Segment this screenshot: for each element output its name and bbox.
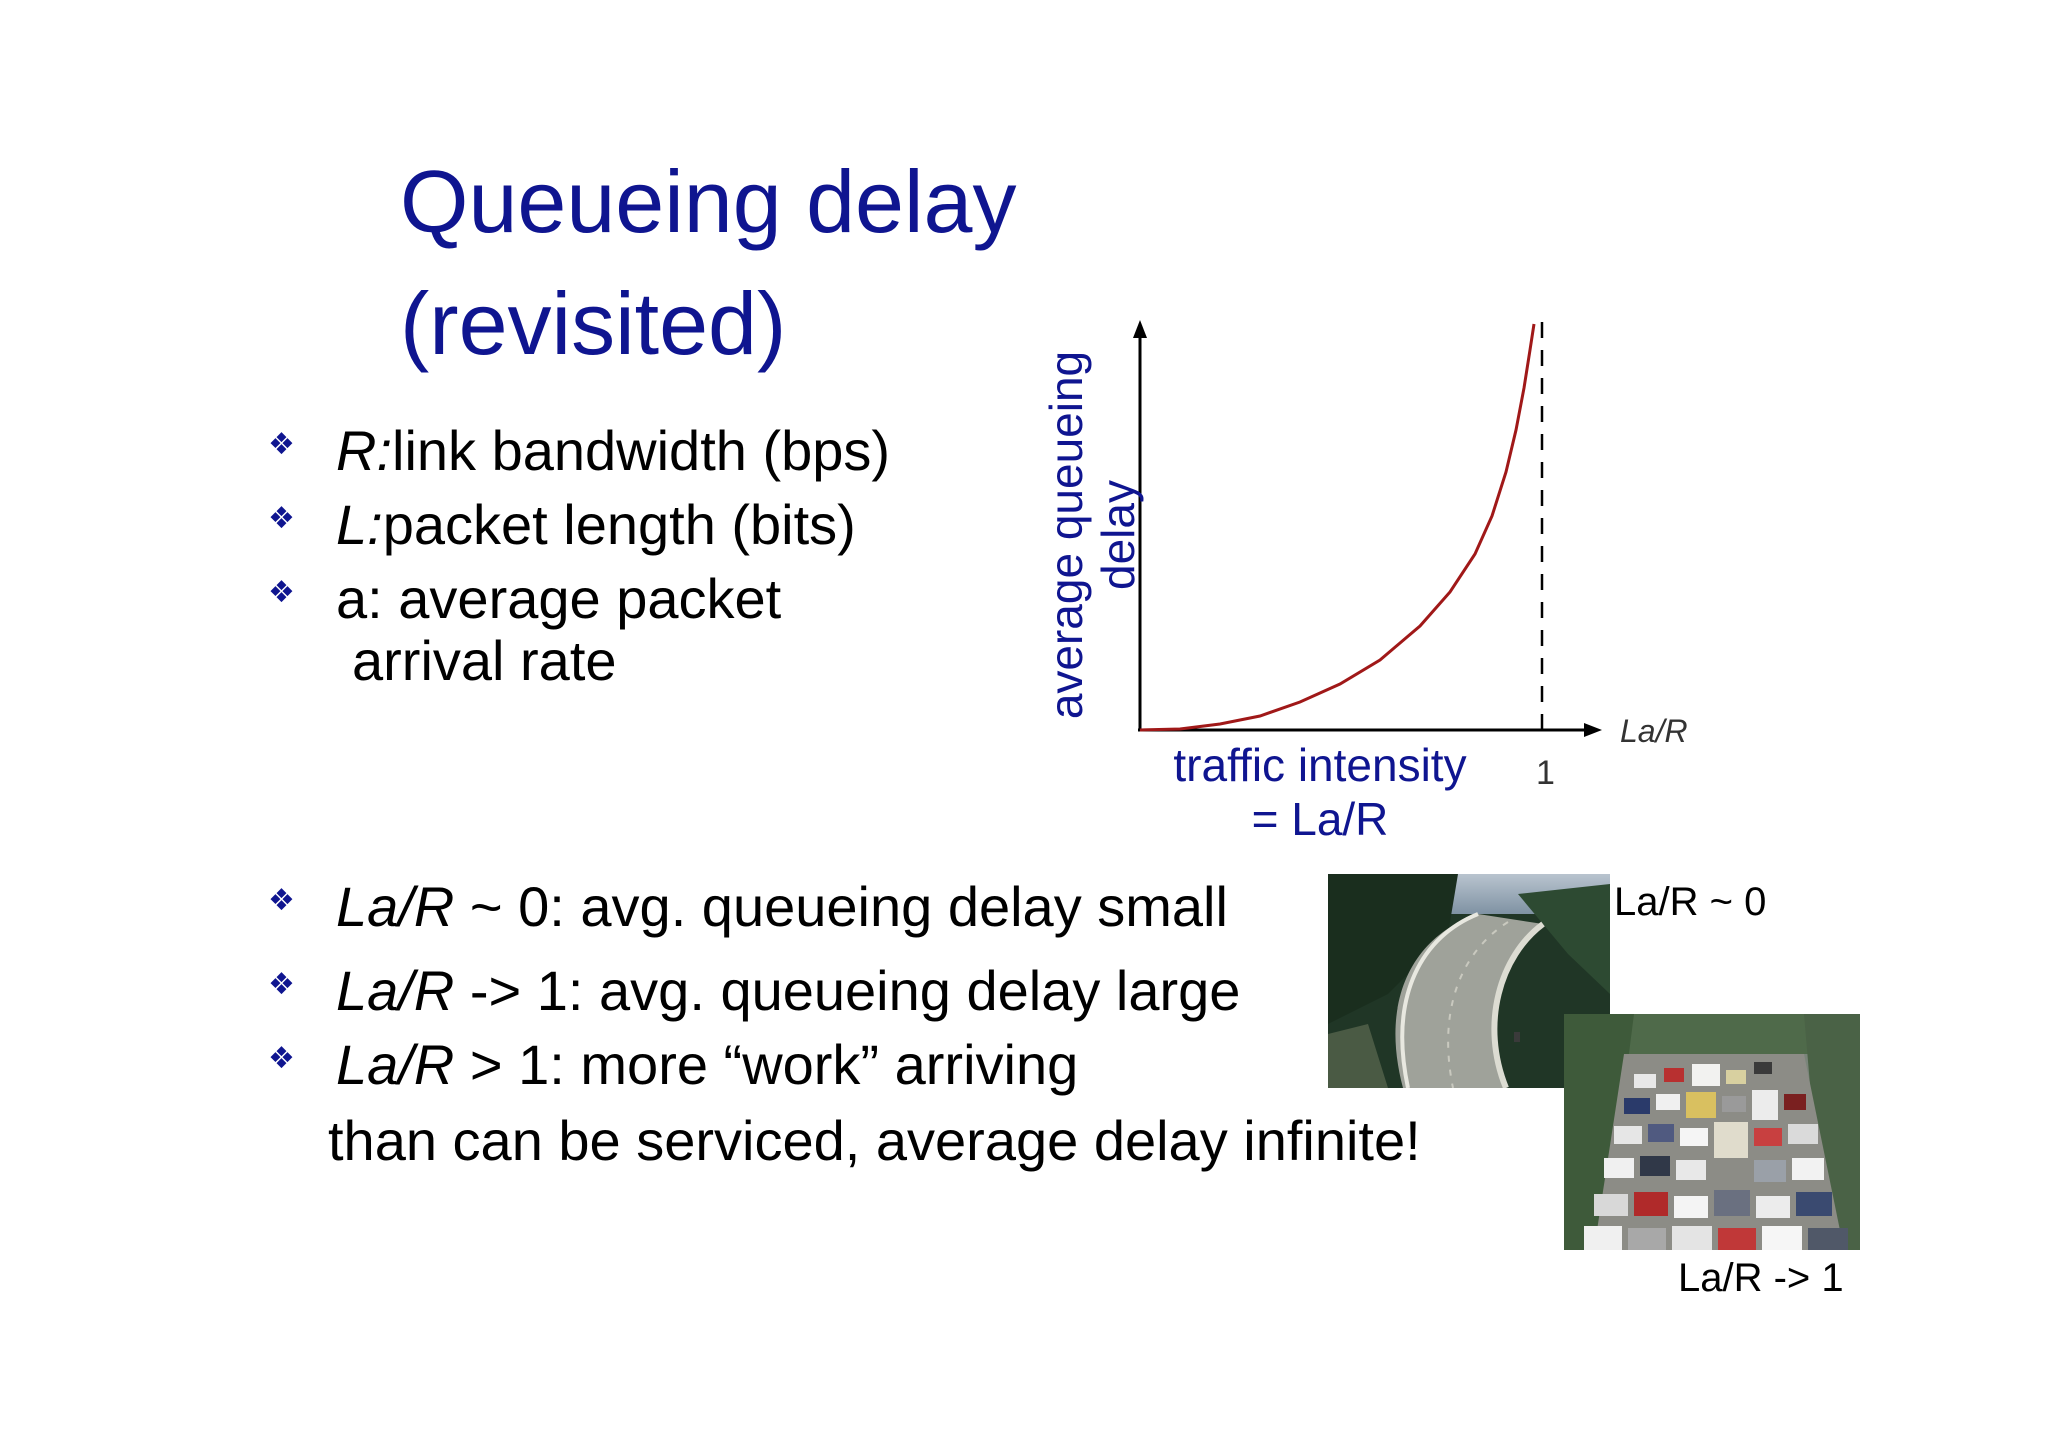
- case-num: 1: [518, 1033, 550, 1096]
- diamond-bullet-icon: ❖: [268, 575, 295, 610]
- x-axis-name: La/R: [1620, 713, 1688, 749]
- y-axis-label-line1: average queueing: [1040, 350, 1092, 720]
- case-num: 1: [536, 959, 568, 1022]
- definition-text: packet length (bits): [382, 493, 856, 556]
- case-rel: ~: [454, 875, 519, 938]
- diamond-bullet-icon: ❖: [268, 883, 295, 918]
- diamond-bullet-icon: ❖: [268, 1041, 295, 1076]
- symbol-a: a: [336, 567, 368, 630]
- case-expr: La/R: [336, 875, 455, 938]
- case-text: : avg. queueing delay small: [549, 875, 1228, 938]
- x-axis-label-line1: traffic intensity: [1173, 739, 1467, 791]
- x-axis-arrow-icon: [1584, 723, 1602, 737]
- y-axis-label-line2: delay: [1092, 480, 1144, 590]
- diamond-bullet-icon: ❖: [268, 501, 295, 536]
- slide-title-line1: Queueing delay: [400, 152, 1017, 251]
- diamond-bullet-icon: ❖: [268, 967, 295, 1002]
- case-num: 0: [518, 875, 550, 938]
- x-axis-label-line2: = La/R: [1251, 793, 1389, 845]
- congested-highway-photo: [1564, 1014, 1860, 1250]
- case-expr: La/R: [336, 959, 455, 1022]
- photo-caption-bottom: La/R -> 1: [1678, 1256, 1844, 1300]
- diamond-bullet-icon: ❖: [268, 427, 295, 462]
- y-axis-label: average queueing delay: [1040, 330, 1144, 740]
- case-continuation: than can be serviced, average delay infi…: [328, 1109, 1421, 1172]
- symbol-r: R:: [336, 419, 392, 482]
- case-text: : avg. queueing delay large: [567, 959, 1241, 1022]
- photo-caption-top: La/R ~ 0: [1614, 880, 1767, 924]
- definition-text: link bandwidth (bps): [392, 419, 891, 482]
- case-text: : more “work” arriving: [549, 1033, 1079, 1096]
- tick-label-one: 1: [1536, 754, 1555, 792]
- symbol-l: L:: [336, 493, 383, 556]
- slide-title-line2: (revisited): [400, 274, 787, 373]
- y-axis-arrow-icon: [1133, 320, 1147, 338]
- definition-continuation: arrival rate: [352, 629, 617, 692]
- case-rel: ->: [454, 959, 537, 1022]
- case-rel: >: [454, 1033, 519, 1096]
- empty-highway-photo: [1328, 874, 1610, 1088]
- queueing-delay-chart: 1 La/R: [1133, 320, 1688, 792]
- x-axis-label: traffic intensity = La/R: [1170, 738, 1470, 846]
- traffic-cars: [1584, 1062, 1848, 1250]
- case-expr: La/R: [336, 1033, 455, 1096]
- delay-curve: [1139, 323, 1536, 732]
- definition-text: : average packet: [367, 567, 782, 630]
